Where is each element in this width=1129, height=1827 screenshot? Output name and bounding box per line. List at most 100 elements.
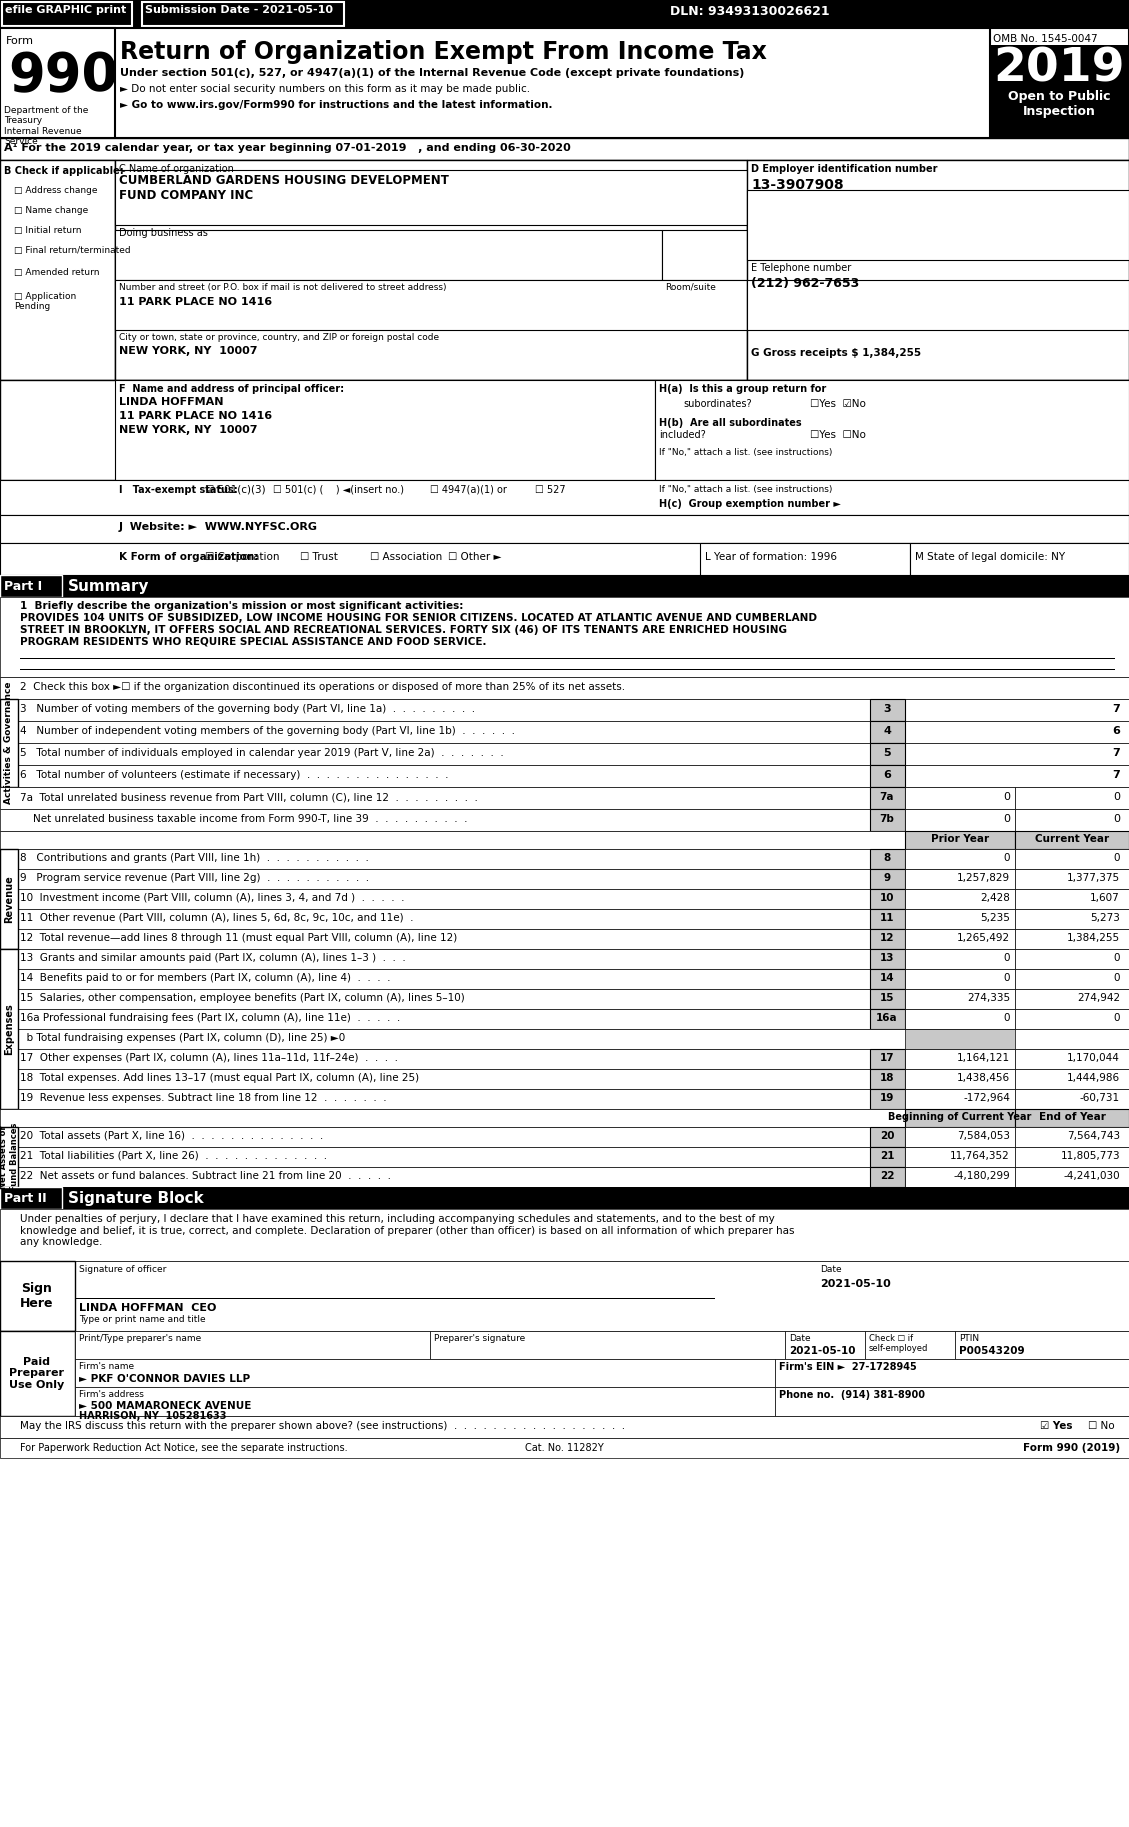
Bar <box>1015 787 1129 809</box>
Text: Number and street (or P.O. box if mail is not delivered to street address): Number and street (or P.O. box if mail i… <box>119 283 446 292</box>
Text: Beginning of Current Year: Beginning of Current Year <box>889 1113 1032 1122</box>
Bar <box>0 787 1129 809</box>
Bar <box>0 1089 1129 1109</box>
Bar <box>870 722 905 744</box>
Bar <box>0 910 1129 928</box>
Bar <box>115 230 662 280</box>
Text: NEW YORK, NY  10007: NEW YORK, NY 10007 <box>119 426 257 435</box>
Text: 11  Other revenue (Part VIII, column (A), lines 5, 6d, 8c, 9c, 10c, and 11e)  .: 11 Other revenue (Part VIII, column (A),… <box>20 914 413 923</box>
Bar <box>870 809 905 831</box>
Bar <box>1015 1147 1129 1167</box>
Bar <box>700 543 910 576</box>
Text: 19: 19 <box>879 1093 894 1104</box>
Text: b Total fundraising expenses (Part IX, column (D), line 25) ►0: b Total fundraising expenses (Part IX, c… <box>20 1032 345 1043</box>
Bar <box>747 280 1129 331</box>
Text: E Telephone number: E Telephone number <box>751 263 851 272</box>
Bar <box>0 1332 75 1416</box>
Bar <box>1015 1127 1129 1147</box>
Text: 11 PARK PLACE NO 1416: 11 PARK PLACE NO 1416 <box>119 298 272 307</box>
Text: □ Application
Pending: □ Application Pending <box>14 292 77 311</box>
Bar <box>905 890 1015 910</box>
Bar <box>115 380 655 481</box>
Bar <box>662 230 747 280</box>
Bar <box>1015 809 1129 831</box>
Bar <box>0 1049 1129 1069</box>
Text: 21: 21 <box>879 1151 894 1160</box>
Text: 15  Salaries, other compensation, employee benefits (Part IX, column (A), lines : 15 Salaries, other compensation, employe… <box>20 994 465 1003</box>
Text: Form: Form <box>6 37 34 46</box>
Bar <box>955 1332 1129 1359</box>
Text: 12  Total revenue—add lines 8 through 11 (must equal Part VIII, column (A), line: 12 Total revenue—add lines 8 through 11 … <box>20 934 457 943</box>
Bar <box>0 1188 62 1209</box>
Bar <box>115 170 747 225</box>
Text: 7a: 7a <box>879 791 894 802</box>
Text: 17  Other expenses (Part IX, column (A), lines 11a–11d, 11f–24e)  .  .  .  .: 17 Other expenses (Part IX, column (A), … <box>20 1052 399 1063</box>
Text: 7,584,053: 7,584,053 <box>957 1131 1010 1142</box>
Bar <box>0 1147 1129 1167</box>
Bar <box>870 988 905 1009</box>
Bar <box>870 1089 905 1109</box>
Text: Signature of officer: Signature of officer <box>79 1264 166 1273</box>
Text: I   Tax-exempt status:: I Tax-exempt status: <box>119 484 238 495</box>
Bar <box>0 597 1129 678</box>
Text: NEW YORK, NY  10007: NEW YORK, NY 10007 <box>119 345 257 356</box>
Text: 0: 0 <box>1113 815 1120 824</box>
Text: ☐Yes  ☑No: ☐Yes ☑No <box>809 398 866 409</box>
Text: 18: 18 <box>879 1072 894 1083</box>
Text: LINDA HOFFMAN: LINDA HOFFMAN <box>119 396 224 407</box>
Text: 16a Professional fundraising fees (Part IX, column (A), line 11e)  .  .  .  .  .: 16a Professional fundraising fees (Part … <box>20 1012 401 1023</box>
Bar <box>0 890 1129 910</box>
Bar <box>870 787 905 809</box>
Text: 14: 14 <box>879 974 894 983</box>
Text: 1,377,375: 1,377,375 <box>1067 873 1120 882</box>
Text: efile GRAPHIC print: efile GRAPHIC print <box>5 5 126 15</box>
Text: CUMBERLAND GARDENS HOUSING DEVELOPMENT
FUND COMPANY INC: CUMBERLAND GARDENS HOUSING DEVELOPMENT F… <box>119 174 449 203</box>
Bar <box>870 1049 905 1069</box>
Text: □ Final return/terminated: □ Final return/terminated <box>14 247 131 256</box>
Text: Part II: Part II <box>5 1191 46 1206</box>
Bar <box>0 809 1129 831</box>
Text: 13  Grants and similar amounts paid (Part IX, column (A), lines 1–3 )  .  .  .: 13 Grants and similar amounts paid (Part… <box>20 954 405 963</box>
Text: 1,607: 1,607 <box>1091 893 1120 903</box>
Text: 2  Check this box ►☐ if the organization discontinued its operations or disposed: 2 Check this box ►☐ if the organization … <box>20 681 625 692</box>
Bar <box>865 1332 955 1359</box>
Bar <box>142 2 344 26</box>
Bar <box>990 46 1129 82</box>
Text: 7a  Total unrelated business revenue from Part VIII, column (C), line 12  .  .  : 7a Total unrelated business revenue from… <box>20 791 478 802</box>
Bar <box>1015 1069 1129 1089</box>
Bar <box>870 700 905 722</box>
Text: City or town, state or province, country, and ZIP or foreign postal code: City or town, state or province, country… <box>119 333 439 342</box>
Text: 1,438,456: 1,438,456 <box>957 1072 1010 1083</box>
Bar <box>905 988 1015 1009</box>
Text: ☐Yes  ☐No: ☐Yes ☐No <box>809 429 866 440</box>
Text: 5,273: 5,273 <box>1091 914 1120 923</box>
Text: 7: 7 <box>1112 703 1120 714</box>
Text: 5: 5 <box>883 747 891 758</box>
Text: ► PKF O'CONNOR DAVIES LLP: ► PKF O'CONNOR DAVIES LLP <box>79 1374 251 1385</box>
Bar <box>0 700 18 787</box>
Bar <box>990 27 1129 139</box>
Text: □ Address change: □ Address change <box>14 186 97 195</box>
Text: Room/suite: Room/suite <box>665 283 716 292</box>
Bar <box>905 809 1015 831</box>
Text: □ Name change: □ Name change <box>14 206 88 216</box>
Text: Firm's EIN ►  27-1728945: Firm's EIN ► 27-1728945 <box>779 1361 917 1372</box>
Text: If "No," attach a list. (see instructions): If "No," attach a list. (see instruction… <box>659 484 832 493</box>
Bar <box>870 1167 905 1188</box>
Text: Department of the
Treasury
Internal Revenue
Service: Department of the Treasury Internal Reve… <box>5 106 88 146</box>
Text: 11: 11 <box>879 914 894 923</box>
Bar <box>0 1188 1129 1209</box>
Text: 8: 8 <box>883 853 891 862</box>
Bar <box>0 1332 1129 1416</box>
Bar <box>905 1109 1015 1127</box>
Bar <box>0 161 115 380</box>
Text: Form 990 (2019): Form 990 (2019) <box>1023 1443 1120 1452</box>
Text: Revenue: Revenue <box>5 875 14 923</box>
Bar <box>1015 850 1129 870</box>
Text: -60,731: -60,731 <box>1079 1093 1120 1104</box>
Text: 7: 7 <box>1112 769 1120 780</box>
Text: Doing business as: Doing business as <box>119 228 208 238</box>
Text: 0: 0 <box>1113 853 1120 862</box>
Text: Cat. No. 11282Y: Cat. No. 11282Y <box>525 1443 603 1452</box>
Bar <box>0 722 1129 744</box>
